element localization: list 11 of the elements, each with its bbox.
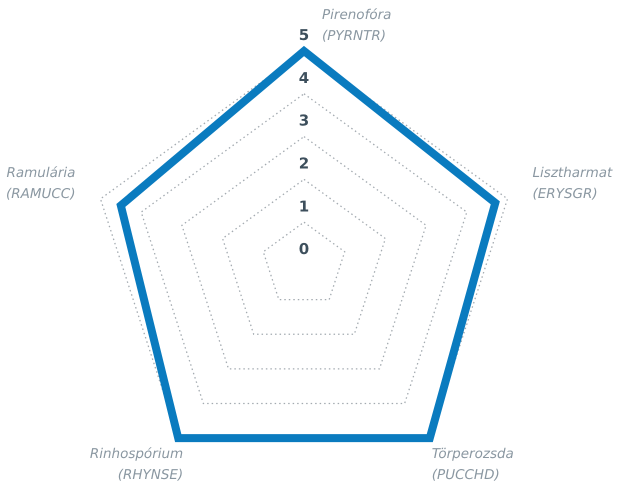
spoke-label: Lisztharmat (ERYSGR) xyxy=(532,164,614,202)
y-tick-label: 4 xyxy=(298,68,310,87)
y-tick-label: 0 xyxy=(298,240,310,258)
y-tick-label: 2 xyxy=(298,154,310,173)
y-tick-label: 5 xyxy=(298,26,310,44)
y-tick-label: 1 xyxy=(298,197,310,216)
spoke-label: Ramulária (RAMUCC) xyxy=(6,164,76,202)
spoke-label: Rinhospórium (RHYNSE) xyxy=(90,446,184,484)
y-tick-label: 3 xyxy=(298,112,310,130)
spoke-label: Törperozsda (PUCCHD) xyxy=(432,446,514,484)
spoke-label: Pirenofóra (PYRNTR) xyxy=(322,7,392,44)
